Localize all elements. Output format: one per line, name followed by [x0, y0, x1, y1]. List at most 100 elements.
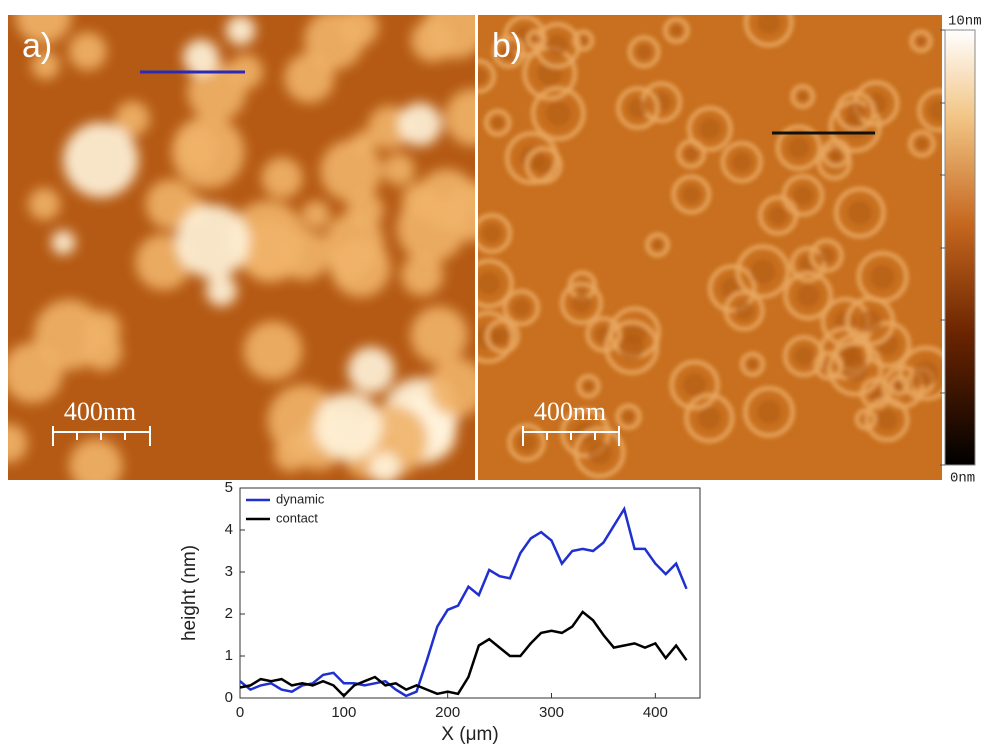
- grain: [273, 437, 308, 472]
- grain: [225, 15, 256, 46]
- x-tick-label: 400: [643, 704, 668, 721]
- grain: [182, 39, 220, 76]
- grain-center: [513, 299, 530, 316]
- grain-center: [545, 101, 571, 127]
- grain: [428, 358, 475, 417]
- grain: [228, 54, 264, 90]
- colorbar: [944, 29, 976, 466]
- grain: [720, 140, 764, 184]
- grain: [525, 28, 547, 50]
- grain: [205, 275, 238, 307]
- grain: [834, 90, 877, 133]
- grain: [410, 306, 468, 364]
- grain-center: [683, 373, 707, 397]
- grain: [723, 289, 765, 332]
- y-tick-label: 4: [225, 521, 233, 538]
- grain: [398, 102, 442, 147]
- grain: [478, 258, 514, 309]
- y-tick-label: 1: [225, 647, 233, 664]
- grain-center: [732, 152, 752, 172]
- grain: [502, 288, 541, 327]
- grain: [28, 188, 61, 221]
- grain-center: [682, 185, 701, 204]
- grain: [382, 153, 415, 186]
- grain: [789, 245, 827, 283]
- grain: [444, 88, 475, 146]
- grain-center: [870, 265, 895, 289]
- grain: [827, 340, 884, 397]
- grain-center: [735, 301, 754, 320]
- grain: [775, 124, 823, 172]
- grain: [790, 83, 816, 110]
- scale-bar-label: 400nm: [64, 397, 136, 426]
- grain-center: [757, 15, 781, 34]
- grain-center: [623, 411, 634, 423]
- grain: [524, 146, 563, 185]
- grain: [571, 29, 595, 52]
- grain-center: [571, 293, 592, 313]
- grain-center: [684, 147, 698, 161]
- grain: [175, 204, 250, 279]
- grain: [888, 374, 911, 397]
- grain: [491, 34, 526, 69]
- grain-center: [929, 100, 942, 121]
- grain: [478, 58, 497, 94]
- colorbar-ticks: [940, 29, 945, 466]
- grain-center: [876, 409, 898, 430]
- grain: [809, 238, 844, 274]
- grain: [743, 15, 794, 48]
- grain: [243, 321, 303, 380]
- grain-center: [501, 44, 516, 59]
- grain-center: [848, 200, 872, 225]
- grain: [684, 392, 735, 444]
- grain: [69, 438, 123, 480]
- grain-center: [670, 24, 682, 36]
- grain: [742, 385, 796, 438]
- grain-center: [478, 68, 487, 84]
- grain: [909, 29, 933, 54]
- grain-center: [819, 248, 834, 264]
- grain: [320, 139, 383, 202]
- grain-center: [532, 35, 541, 44]
- grain: [820, 138, 852, 169]
- grain-center: [699, 118, 721, 140]
- y-tick-label: 5: [225, 479, 233, 496]
- series-line: [239, 505, 688, 698]
- grain: [261, 157, 303, 199]
- grain-center: [636, 44, 652, 59]
- grain: [898, 345, 942, 402]
- grain: [573, 426, 626, 479]
- grain-center: [583, 381, 594, 392]
- x-tick-label: 100: [331, 704, 356, 721]
- grain-center: [829, 146, 843, 160]
- grain-center: [842, 355, 869, 382]
- panel-label: a): [22, 27, 52, 65]
- legend-label: dynamic: [276, 491, 325, 506]
- grain: [813, 350, 844, 381]
- grain: [302, 200, 330, 229]
- grain: [369, 452, 402, 480]
- grain: [229, 200, 306, 277]
- grain: [781, 173, 825, 217]
- grain: [284, 53, 335, 103]
- grain: [783, 270, 834, 321]
- grain-center: [916, 36, 926, 46]
- grain-center: [913, 360, 939, 387]
- legend-label: contact: [276, 510, 318, 525]
- grain-center: [797, 91, 808, 102]
- grain: [84, 310, 121, 348]
- grain-center: [697, 406, 721, 430]
- grain: [845, 296, 896, 347]
- grain: [347, 346, 395, 394]
- grain: [478, 310, 515, 364]
- x-axis-label: X (μm): [441, 724, 498, 745]
- grain-center: [491, 117, 504, 129]
- grain: [478, 212, 513, 255]
- x-tick-label: 300: [539, 704, 564, 721]
- grain: [627, 35, 661, 69]
- grain-center: [794, 346, 814, 366]
- grain: [8, 423, 28, 463]
- grain: [615, 403, 642, 431]
- grain-center: [846, 102, 865, 121]
